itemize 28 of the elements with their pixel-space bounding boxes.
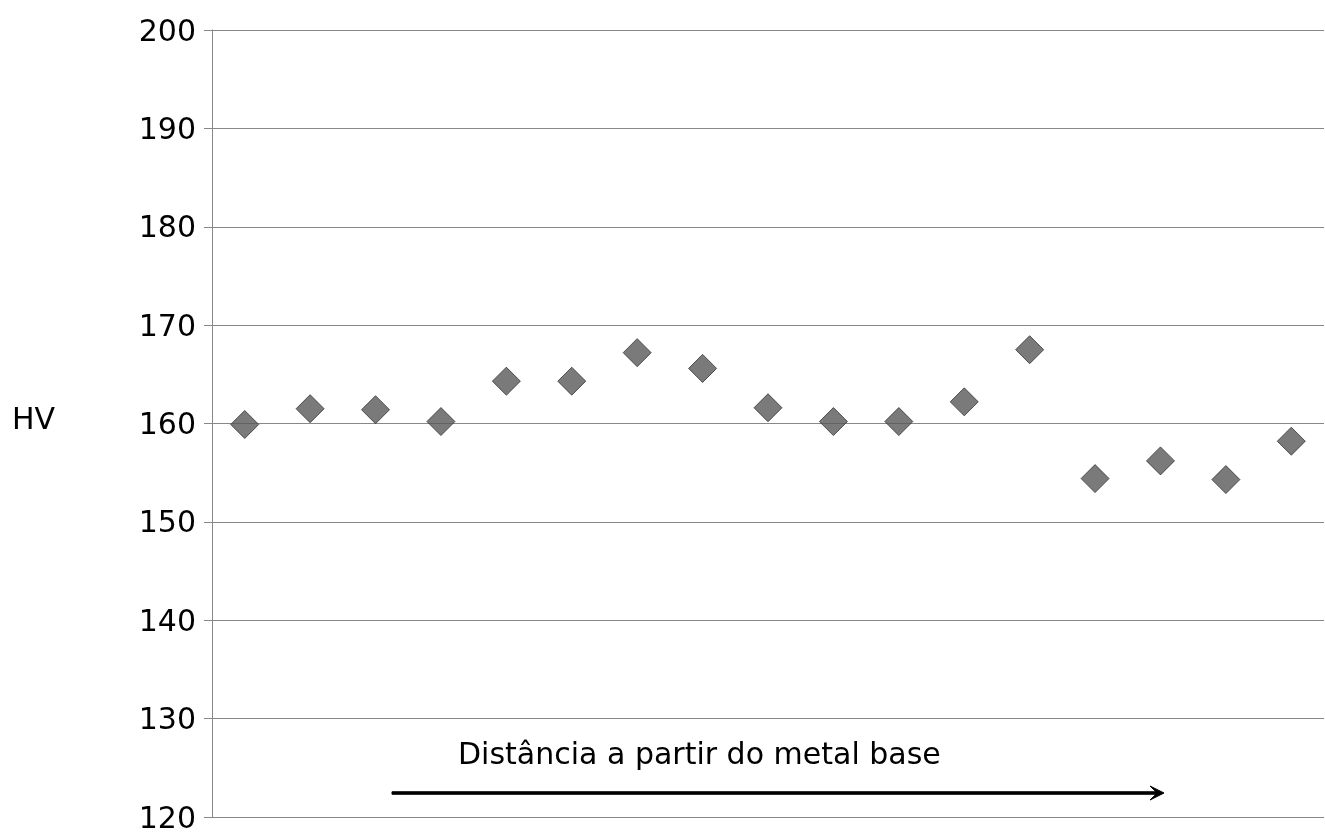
point bbox=[949, 387, 979, 417]
point bbox=[491, 366, 521, 396]
y-tick-label: 160 bbox=[138, 406, 196, 441]
y-tick-label: 190 bbox=[138, 110, 196, 146]
point bbox=[295, 394, 325, 424]
y-tick-label: 170 bbox=[138, 307, 196, 343]
y-tick-label: 140 bbox=[138, 602, 196, 638]
y-tick-label: 200 bbox=[138, 12, 196, 48]
point bbox=[361, 395, 391, 425]
point bbox=[622, 338, 652, 368]
annotation: Distância a partir do metal base bbox=[458, 735, 941, 771]
point bbox=[818, 407, 848, 437]
point bbox=[1211, 465, 1241, 495]
point bbox=[1145, 446, 1175, 476]
point bbox=[688, 353, 718, 383]
point bbox=[426, 407, 456, 437]
y-tick-label: 180 bbox=[138, 209, 196, 245]
point bbox=[1015, 335, 1045, 365]
y-tick-label: 150 bbox=[138, 504, 196, 540]
point bbox=[884, 407, 914, 437]
point bbox=[1080, 464, 1110, 494]
y-tick-label: 120 bbox=[138, 799, 196, 835]
point bbox=[753, 393, 783, 423]
point bbox=[230, 409, 260, 439]
point bbox=[1276, 426, 1306, 456]
y-tick-label: 130 bbox=[138, 701, 196, 737]
y-axis-title: HV bbox=[12, 400, 56, 436]
point bbox=[557, 366, 587, 396]
